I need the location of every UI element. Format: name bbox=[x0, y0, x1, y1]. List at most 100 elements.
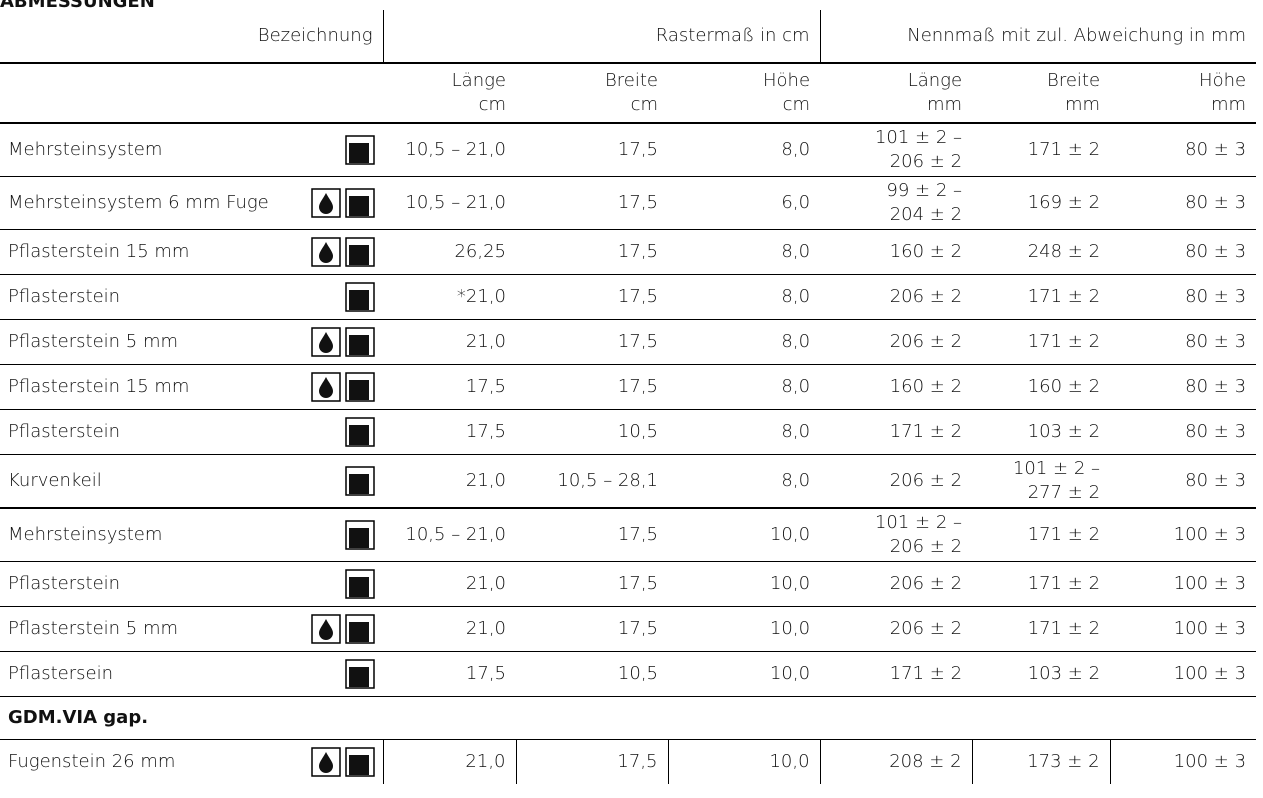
icons bbox=[345, 569, 375, 599]
stone-icon bbox=[345, 614, 375, 644]
value-cell: 17,5 bbox=[516, 508, 668, 562]
value-cell: 17,5 bbox=[516, 123, 668, 177]
icons bbox=[345, 417, 375, 447]
value-cell: 171 ± 2 bbox=[820, 651, 973, 697]
icons bbox=[311, 372, 375, 402]
table-row: Mehrsteinsystem 10,5 – 21,0 17,5 8,0 101 ± 2… bbox=[0, 123, 1257, 177]
value-cell: 6,0 bbox=[668, 176, 821, 230]
row-name: Mehrsteinsystem 6 mm Fuge bbox=[8, 192, 269, 213]
table-row: Mehrsteinsystem 10,5 – 21,0 17,5 10,0 101 ± … bbox=[0, 508, 1257, 562]
value-cell: 206 ± 2 bbox=[820, 606, 973, 652]
value-cell: 80 ± 3 bbox=[1110, 319, 1257, 365]
stone-icon bbox=[345, 237, 375, 267]
value-cell: 101 ± 2 – 206 ± 2 bbox=[820, 123, 973, 177]
value-cell: 10,0 bbox=[668, 561, 821, 607]
value-cell: 17,5 bbox=[383, 409, 516, 455]
stone-icon bbox=[345, 135, 375, 165]
value-cell: 171 ± 2 bbox=[972, 123, 1111, 177]
value-cell: 101 ± 2 – 206 ± 2 bbox=[820, 508, 973, 562]
value-cell: 100 ± 3 bbox=[1110, 651, 1257, 697]
icons bbox=[311, 614, 375, 644]
stone-icon bbox=[345, 569, 375, 599]
value-cell: 206 ± 2 bbox=[820, 274, 973, 320]
joint-icon bbox=[311, 327, 341, 357]
icons bbox=[345, 520, 375, 550]
value-cell: 206 ± 2 bbox=[820, 454, 973, 509]
table-row: Pflastersein 17,5 10,5 10,0 171 ± 2 103 ± 2 10… bbox=[0, 651, 1257, 697]
value-cell: 17,5 bbox=[516, 561, 668, 607]
value-cell: 160 ± 2 bbox=[820, 364, 973, 410]
value-cell: 100 ± 3 bbox=[1110, 508, 1257, 562]
row-name: Pflasterstein 5 mm bbox=[8, 331, 179, 352]
name-cell: Pflastersein bbox=[0, 651, 383, 697]
header-cell: Länge cm bbox=[383, 63, 516, 124]
table-row: Fugenstein 26 mm 21,0 17,5 10,0 208 ± 2 173 ±… bbox=[0, 739, 1256, 784]
stone-icon bbox=[345, 659, 375, 689]
joint-icon bbox=[311, 372, 341, 402]
value-cell: 8,0 bbox=[668, 364, 821, 410]
table-row: Pflasterstein 15 mm 17,5 17,5 8,0 160 ± 2 160… bbox=[0, 364, 1257, 410]
value-cell: 171 ± 2 bbox=[820, 409, 973, 455]
table-row: Pflasterstein 5 mm 21,0 17,5 8,0 206 ± 2 171 … bbox=[0, 319, 1257, 365]
table-row: Pflasterstein 15 mm 26,25 17,5 8,0 160 ± 2 24… bbox=[0, 229, 1257, 275]
icons bbox=[345, 466, 375, 496]
value-cell: 8,0 bbox=[668, 123, 821, 177]
value-cell: 17,5 bbox=[516, 364, 668, 410]
table-row: Mehrsteinsystem 6 mm Fuge 10,5 – 21,0 17,5… bbox=[0, 176, 1257, 230]
value-cell: 21,0 bbox=[383, 739, 517, 784]
name-cell: Pflasterstein 15 mm bbox=[0, 229, 383, 275]
value-cell: 103 ± 2 bbox=[972, 651, 1111, 697]
value-cell: 17,5 bbox=[516, 739, 669, 784]
header-cell: Breite cm bbox=[516, 63, 668, 124]
value-cell: 17,5 bbox=[516, 319, 668, 365]
value-cell: 26,25 bbox=[383, 229, 516, 275]
value-cell: 10,5 – 21,0 bbox=[383, 176, 516, 230]
name-cell: Pflasterstein 15 mm bbox=[0, 364, 383, 410]
row-name: Mehrsteinsystem bbox=[8, 524, 163, 545]
joint-icon bbox=[311, 237, 341, 267]
table-body: Bezeichnung Rastermaß in cm Nennmaß mit … bbox=[0, 10, 1257, 784]
value-cell: 80 ± 3 bbox=[1110, 229, 1257, 275]
value-cell: 17,5 bbox=[516, 229, 668, 275]
value-cell: 10,5 – 21,0 bbox=[383, 123, 516, 177]
value-cell: 10,5 – 21,0 bbox=[383, 508, 516, 562]
value-cell: 17,5 bbox=[383, 651, 516, 697]
table-row: Kurvenkeil 21,0 10,5 – 28,1 8,0 206 ± 2 101 ±… bbox=[0, 454, 1257, 509]
stone-icon bbox=[344, 747, 375, 777]
value-cell: 10,5 bbox=[516, 651, 668, 697]
stone-icon bbox=[345, 520, 375, 550]
header-cell: Nennmaß mit zul. Abweichung in mm bbox=[820, 10, 1257, 64]
stone-icon bbox=[345, 372, 375, 402]
joint-icon bbox=[310, 747, 341, 777]
table-row: Pflasterstein 5 mm 21,0 17,5 10,0 206 ± 2 171… bbox=[0, 606, 1257, 652]
name-cell: Mehrsteinsystem 6 mm Fuge bbox=[0, 176, 383, 230]
value-cell: 169 ± 2 bbox=[972, 176, 1111, 230]
stone-icon bbox=[345, 327, 375, 357]
header-cell: Rastermaß in cm bbox=[383, 10, 821, 64]
row-name: Pflasterstein bbox=[8, 286, 121, 307]
header-cell: Höhe mm bbox=[1110, 63, 1257, 124]
value-cell: 10,0 bbox=[668, 606, 821, 652]
header-cell: Bezeichnung bbox=[0, 10, 384, 64]
row-name: Pflasterstein bbox=[8, 421, 121, 442]
value-cell: 100 ± 3 bbox=[1173, 751, 1247, 772]
value-cell: 8,0 bbox=[668, 229, 821, 275]
name-cell: Pflasterstein 5 mm bbox=[0, 606, 383, 652]
row-name: Fugenstein 26 mm bbox=[8, 751, 176, 772]
dimensions-table: Bezeichnung Rastermaß in cm Nennmaß mit … bbox=[0, 10, 1257, 784]
name-cell: Pflasterstein bbox=[0, 409, 383, 455]
value-cell: 80 ± 3 bbox=[1110, 176, 1257, 230]
stone-icon bbox=[345, 282, 375, 312]
value-cell: 8,0 bbox=[668, 274, 821, 320]
name-cell: Mehrsteinsystem bbox=[0, 508, 383, 562]
icons bbox=[345, 135, 375, 165]
value-cell: 80 ± 3 bbox=[1110, 274, 1257, 320]
value-cell: 80 ± 3 bbox=[1110, 454, 1257, 509]
value-cell: 206 ± 2 bbox=[820, 561, 973, 607]
header-cell: Breite mm bbox=[972, 63, 1111, 124]
header-cell bbox=[0, 63, 383, 124]
value-cell: 21,0 bbox=[383, 454, 516, 509]
value-cell: 100 ± 3 bbox=[1110, 561, 1257, 607]
header-row: Länge cm Breite cm Höhe cm Länge mm Breite m… bbox=[0, 63, 1257, 124]
